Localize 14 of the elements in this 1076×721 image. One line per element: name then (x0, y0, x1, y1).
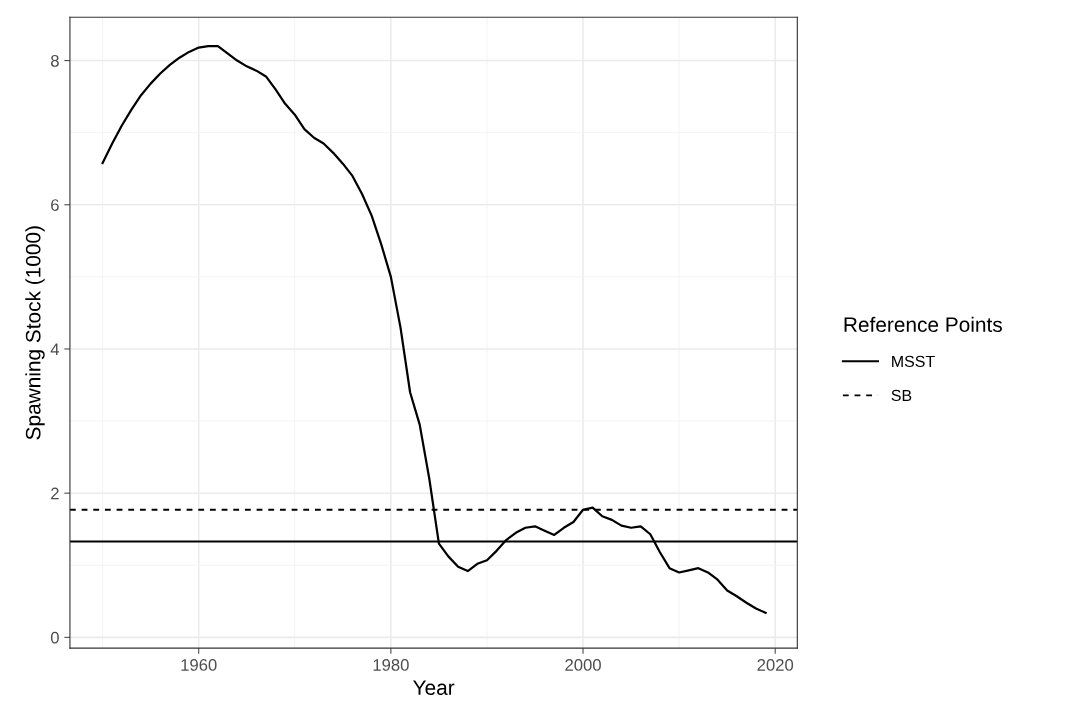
x-tick-label: 1980 (373, 659, 409, 671)
y-tick-label: 4 (50, 343, 60, 355)
y-tick-label: 2 (51, 487, 59, 500)
y-tick-label: 6 (51, 199, 59, 211)
legend-title: Reference Points (844, 316, 1002, 333)
y-tick-label: 0 (50, 631, 59, 644)
x-tick-label: 2020 (757, 659, 794, 671)
y-axis-title: Spawning Stock (1000) (25, 226, 45, 440)
legend-label: SB (891, 389, 912, 402)
x-axis-title: Year (413, 680, 455, 695)
x-tick-label: 1960 (181, 659, 217, 671)
x-tick-label: 2000 (565, 659, 601, 671)
legend-label: MSST (892, 355, 935, 368)
y-tick-label: 8 (50, 54, 59, 67)
